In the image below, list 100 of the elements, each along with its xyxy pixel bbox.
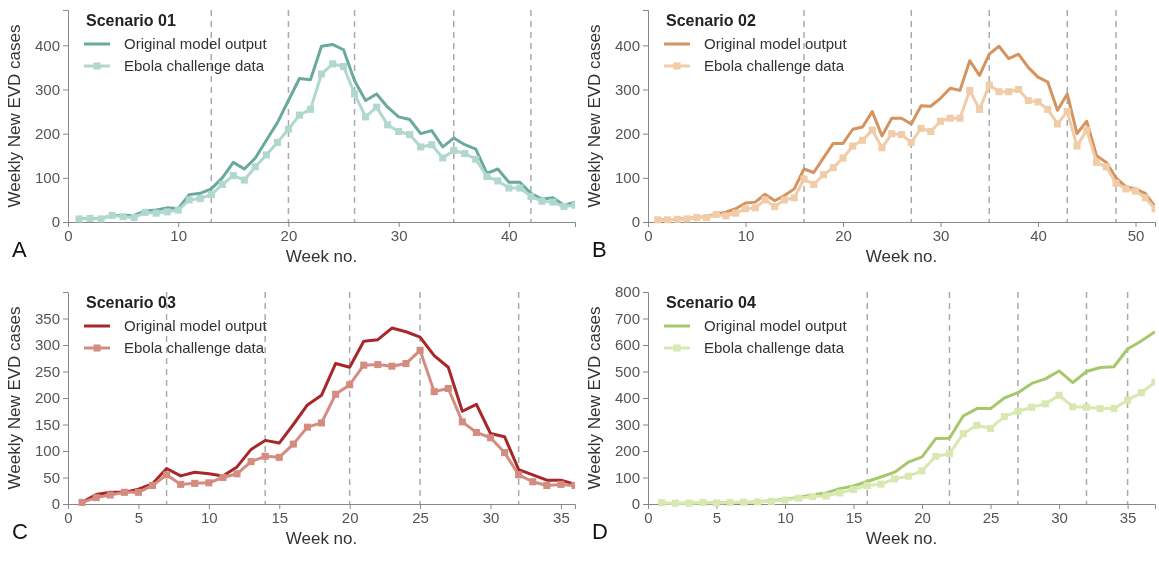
- point: [754, 498, 762, 506]
- point: [1014, 407, 1022, 415]
- y-tick-label: 200: [614, 124, 640, 142]
- x-tick-label: 15: [271, 508, 289, 526]
- point: [218, 180, 226, 188]
- point: [472, 428, 480, 436]
- legend-label: Ebola challenge data: [124, 57, 265, 74]
- point: [863, 481, 871, 489]
- x-tick-label: 30: [1051, 508, 1068, 526]
- x-tick-label: 20: [914, 508, 931, 526]
- x-axis-title: Week no.: [865, 247, 938, 266]
- point: [858, 136, 867, 144]
- point: [836, 489, 844, 497]
- point: [163, 208, 171, 216]
- x-tick-label: 10: [170, 226, 188, 244]
- point: [346, 381, 354, 389]
- point: [741, 205, 750, 213]
- point: [406, 131, 414, 139]
- point: [284, 125, 292, 133]
- point: [819, 171, 828, 179]
- point: [1041, 400, 1049, 408]
- point: [289, 440, 297, 448]
- point: [907, 138, 915, 147]
- y-tick-label: 400: [34, 36, 60, 54]
- point: [196, 195, 204, 203]
- point: [658, 499, 666, 507]
- point: [771, 203, 779, 211]
- point: [685, 499, 693, 507]
- point: [261, 452, 269, 460]
- point: [810, 180, 818, 188]
- point: [839, 154, 847, 162]
- legend-label: Ebola challenge data: [704, 339, 845, 356]
- point: [130, 214, 138, 222]
- text: C: [12, 519, 28, 544]
- point: [106, 491, 114, 499]
- point: [790, 194, 798, 202]
- point: [1102, 163, 1110, 171]
- y-axis-title: Weekly New EVD cases: [5, 24, 24, 208]
- point: [120, 488, 128, 496]
- point: [92, 494, 100, 502]
- x-tick-label: 0: [644, 226, 653, 244]
- point: [560, 203, 568, 211]
- point: [395, 127, 403, 135]
- point: [152, 209, 160, 217]
- point: [1141, 194, 1149, 202]
- point: [134, 488, 142, 496]
- point: [654, 216, 662, 224]
- point: [275, 453, 283, 461]
- point: [417, 143, 425, 151]
- legend-label: Ebola challenge data: [124, 339, 265, 356]
- point: [1082, 403, 1091, 411]
- point: [808, 493, 816, 501]
- point: [119, 213, 127, 221]
- point: [732, 209, 740, 217]
- point: [878, 144, 886, 152]
- point: [1055, 391, 1063, 399]
- point: [780, 196, 789, 204]
- y-tick-label: 250: [34, 362, 60, 380]
- y-tick-label: 300: [34, 80, 60, 98]
- point: [822, 492, 830, 500]
- y-tick-label: 800: [614, 283, 640, 301]
- point: [108, 211, 116, 219]
- point: [1063, 108, 1071, 116]
- x-tick-label: 30: [390, 226, 408, 244]
- y-axis-title: Weekly New EVD cases: [5, 306, 24, 490]
- point: [273, 138, 281, 147]
- point: [384, 121, 392, 129]
- chart-title: Scenario 04: [666, 294, 756, 311]
- point: [985, 81, 993, 89]
- point: [185, 196, 193, 204]
- point: [891, 475, 899, 483]
- y-tick-label: 300: [614, 80, 640, 98]
- point: [1024, 97, 1032, 105]
- point: [1092, 158, 1101, 166]
- point: [402, 360, 410, 368]
- point: [699, 498, 707, 506]
- point: [505, 184, 513, 192]
- point: [86, 214, 94, 222]
- chart-title: Scenario 01: [86, 12, 176, 29]
- x-tick-label: 25: [412, 508, 429, 526]
- point: [1137, 389, 1145, 397]
- x-axis-title: Week no.: [285, 247, 358, 266]
- point: [975, 105, 984, 113]
- point: [75, 215, 83, 223]
- y-tick-label: 300: [614, 415, 640, 433]
- point: [683, 215, 691, 223]
- x-tick-label: 5: [134, 508, 144, 526]
- point: [494, 177, 502, 185]
- x-tick-label: 0: [64, 508, 73, 526]
- point: [1000, 413, 1008, 421]
- point: [549, 198, 557, 206]
- y-axis-title: Weekly New EVD cases: [585, 306, 604, 490]
- y-tick-label: 200: [34, 389, 60, 407]
- point: [767, 497, 775, 505]
- point: [946, 114, 954, 122]
- point: [141, 208, 149, 216]
- point: [233, 470, 241, 478]
- point: [1069, 403, 1077, 411]
- point: [1028, 403, 1036, 411]
- x-tick-label: 0: [644, 508, 653, 526]
